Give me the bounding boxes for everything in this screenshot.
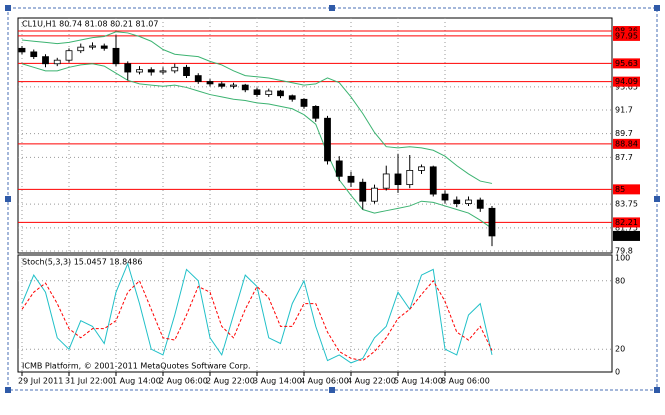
band-upper bbox=[21, 31, 493, 184]
y-tick-label: 80 bbox=[615, 276, 625, 285]
current-price-box bbox=[613, 230, 640, 241]
candle-body bbox=[429, 166, 437, 195]
candle-body bbox=[371, 187, 378, 202]
candle-body bbox=[277, 90, 284, 97]
candle-body bbox=[171, 66, 179, 72]
candle-body bbox=[218, 83, 226, 87]
candle-body bbox=[183, 66, 190, 76]
stoch-panel bbox=[17, 254, 613, 373]
candle-body bbox=[441, 193, 449, 201]
candle-body bbox=[300, 98, 308, 107]
candle-body bbox=[206, 81, 214, 85]
current-price-label: 81.07 bbox=[615, 231, 638, 240]
candle-body bbox=[418, 166, 425, 171]
level-label-box bbox=[613, 76, 640, 87]
candle-body bbox=[453, 199, 461, 204]
level-label-box bbox=[613, 138, 640, 149]
candle-body bbox=[53, 59, 61, 65]
y-tick-label: 79.8 bbox=[615, 246, 633, 255]
candle-body bbox=[347, 175, 355, 183]
stoch-title: Stoch(5,3,3) 15.0457 18.8486 bbox=[22, 258, 142, 267]
candle-body bbox=[312, 106, 320, 119]
candle-body bbox=[465, 199, 472, 204]
x-tick-label: 31 Jul 22:00 bbox=[65, 377, 113, 386]
price-title: CL1U,H1 80.74 81.08 80.21 81.07 bbox=[22, 20, 158, 29]
candle-body bbox=[382, 173, 390, 189]
stoch-line bbox=[21, 262, 493, 364]
copyright: ICMB Platform, © 2001-2011 MetaQuotes So… bbox=[22, 362, 251, 371]
y-tick-label: 91.7 bbox=[615, 105, 633, 114]
x-tick-label: 4 Aug 06:00 bbox=[300, 377, 349, 386]
x-tick-label: 29 Jul 2011 bbox=[18, 377, 63, 386]
candle-body bbox=[335, 160, 343, 177]
candle-body bbox=[124, 63, 132, 73]
x-tick-label: 5 Aug 14:00 bbox=[394, 377, 443, 386]
x-tick-label: 4 Aug 22:00 bbox=[347, 377, 396, 386]
level-label: 82.21 bbox=[615, 218, 638, 227]
candle-body bbox=[89, 45, 96, 48]
y-tick-label: 100 bbox=[615, 254, 630, 263]
candle-body bbox=[159, 70, 167, 73]
candle-body bbox=[112, 47, 120, 65]
candle-body bbox=[406, 170, 414, 186]
x-tick-label: 3 Aug 14:00 bbox=[253, 377, 302, 386]
level-label-box bbox=[613, 58, 640, 69]
price-panel bbox=[17, 17, 613, 254]
y-tick-label: 93.65 bbox=[615, 82, 638, 91]
y-tick-label: 87.7 bbox=[615, 153, 633, 162]
candle-body bbox=[476, 199, 484, 209]
selection-frame bbox=[7, 7, 658, 391]
candle-body bbox=[265, 90, 273, 95]
level-label-box bbox=[613, 184, 640, 195]
candle-body bbox=[18, 47, 26, 53]
candle-body bbox=[359, 181, 367, 202]
frame-handles bbox=[5, 5, 660, 393]
candle-body bbox=[30, 51, 38, 58]
y-tick-label: 81.75 bbox=[615, 223, 638, 232]
level-label-box bbox=[613, 217, 640, 228]
y-tick-label: 0 bbox=[615, 368, 620, 377]
candle-body bbox=[253, 89, 261, 95]
stoch-line bbox=[21, 279, 493, 362]
y-tick-label: 20 bbox=[615, 345, 625, 354]
x-tick-label: 2 Aug 22:00 bbox=[206, 377, 255, 386]
candle-body bbox=[241, 84, 249, 91]
band-lower bbox=[21, 63, 493, 229]
x-tick-label: 1 Aug 14:00 bbox=[112, 377, 161, 386]
candle-body bbox=[65, 50, 73, 61]
y-tick-label: 83.75 bbox=[615, 200, 638, 209]
level-label: 85 bbox=[615, 185, 625, 194]
candle-body bbox=[147, 69, 155, 73]
candle-body bbox=[488, 207, 496, 237]
level-label: 94.09 bbox=[615, 77, 638, 86]
candle-body bbox=[288, 95, 296, 100]
candle-body bbox=[42, 56, 49, 65]
x-tick-label: 2 Aug 06:00 bbox=[159, 377, 208, 386]
candle-body bbox=[394, 173, 402, 186]
candle-body bbox=[77, 46, 85, 52]
level-label: 88.84 bbox=[615, 139, 638, 148]
candle-body bbox=[230, 84, 237, 87]
y-tick-label: 89.7 bbox=[615, 129, 633, 138]
level-label: 97.95 bbox=[615, 31, 638, 40]
level-label: 95.63 bbox=[615, 59, 638, 68]
candle-body bbox=[194, 75, 202, 82]
candle-body bbox=[324, 117, 331, 162]
level-label-box bbox=[613, 30, 640, 41]
candle-body bbox=[136, 69, 143, 73]
candle-body bbox=[100, 45, 108, 49]
x-tick-label: 8 Aug 06:00 bbox=[441, 377, 490, 386]
